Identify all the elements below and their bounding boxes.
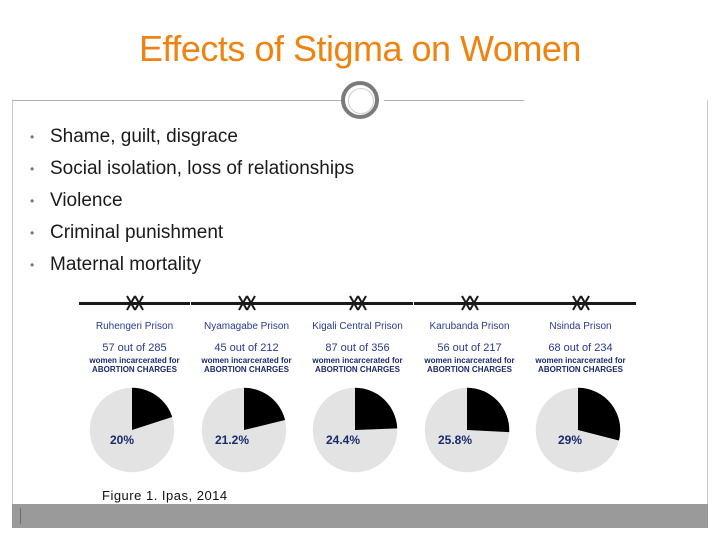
prison-caption-line1: women incarcerated for	[535, 356, 626, 365]
pie-abortion-slice	[355, 387, 398, 430]
prison-pie-figure: Ruhengeri Prison 57 out of 285 women incar…	[79, 283, 638, 497]
prison-name: Ruhengeri Prison	[95, 321, 174, 332]
pie-percent-label: 20%	[110, 433, 135, 447]
footer-tick	[20, 508, 21, 524]
barbed-wire-icon	[126, 295, 144, 311]
pie-percent-label: 24.4%	[326, 433, 361, 447]
prison-caption-line2: ABORTION CHARGES	[315, 365, 400, 374]
prison-name: Nsinda Prison	[549, 321, 612, 332]
prison-count: 57 out of 285	[102, 342, 167, 354]
prison-count: 87 out of 356	[325, 342, 390, 354]
bullet-dot-icon: •	[30, 226, 35, 240]
pie-percent-label: 29%	[558, 433, 583, 447]
bullet-dot-icon: •	[30, 130, 35, 144]
pie-abortion-slice	[467, 387, 510, 433]
bullet-list: • Shame, guilt, disgrace • Social isolatio…	[30, 122, 354, 282]
footer-bar	[12, 504, 708, 528]
barbed-wire-icon	[349, 295, 367, 311]
barbed-wire-line	[191, 302, 302, 305]
prison-caption-line1: women incarcerated for	[201, 356, 292, 365]
bullet-item: • Criminal punishment	[30, 218, 354, 250]
bullet-dot-icon: •	[30, 258, 35, 272]
prison-caption-line2: ABORTION CHARGES	[538, 365, 623, 374]
figure-caption: Figure 1. Ipas, 2014	[102, 488, 228, 503]
pie-chart	[424, 387, 510, 473]
title-divider-left	[12, 100, 342, 101]
bullet-text: Social isolation, loss of relationships	[50, 158, 355, 179]
pie-abortion-slice	[132, 387, 173, 430]
pie-chart	[312, 387, 398, 473]
prison-name: Karubanda Prison	[429, 321, 510, 332]
prison-caption-line1: women incarcerated for	[89, 356, 180, 365]
bullet-text: Shame, guilt, disgrace	[50, 126, 238, 147]
title-divider-right	[384, 100, 524, 101]
prison-name: Kigali Central Prison	[312, 321, 403, 332]
pie-chart	[89, 387, 175, 473]
prison-caption-line2: ABORTION CHARGES	[204, 365, 289, 374]
bullet-item: • Social isolation, loss of relationships	[30, 154, 354, 186]
prison-panel: Karubanda Prison 56 out of 217 women incar…	[414, 283, 525, 473]
barbed-wire-line	[79, 302, 190, 305]
prison-count: 45 out of 212	[214, 342, 279, 354]
prison-panel: Kigali Central Prison 87 out of 356 women …	[302, 283, 413, 473]
slide-title: Effects of Stigma on Women	[139, 28, 581, 69]
pie-abortion-slice	[578, 387, 621, 441]
barbed-wire-icon	[572, 295, 590, 311]
barbed-wire-icon	[461, 295, 479, 311]
bullet-item: • Maternal mortality	[30, 250, 354, 282]
barbed-wire-icon	[238, 295, 256, 311]
prison-count: 56 out of 217	[437, 342, 502, 354]
pie-chart	[201, 387, 287, 473]
prison-panel: Nyamagabe Prison 45 out of 212 women incar…	[191, 283, 302, 473]
bullet-item: • Shame, guilt, disgrace	[30, 122, 354, 154]
barbed-wire-line	[414, 302, 525, 305]
prison-count: 68 out of 234	[548, 342, 613, 354]
ring-ornament-icon	[341, 81, 379, 119]
prison-caption-line1: women incarcerated for	[424, 356, 515, 365]
prison-name: Nyamagabe Prison	[203, 321, 290, 332]
bullet-item: • Violence	[30, 186, 354, 218]
barbed-wire-line	[525, 302, 636, 305]
pie-chart	[535, 387, 621, 473]
bullet-dot-icon: •	[30, 162, 35, 176]
prison-caption-line2: ABORTION CHARGES	[427, 365, 512, 374]
pie-percent-label: 25.8%	[438, 433, 473, 447]
pie-percent-label: 21.2%	[215, 433, 250, 447]
prison-panel: Ruhengeri Prison 57 out of 285 women incar…	[79, 283, 190, 473]
pie-abortion-slice	[244, 387, 286, 430]
prison-caption-line2: ABORTION CHARGES	[92, 365, 177, 374]
barbed-wire-line	[302, 302, 413, 305]
bullet-text: Criminal punishment	[50, 222, 224, 243]
bullet-text: Violence	[50, 190, 123, 211]
prison-caption-line1: women incarcerated for	[312, 356, 403, 365]
prison-panel: Nsinda Prison 68 out of 234 women incarcer…	[525, 283, 636, 473]
bullet-dot-icon: •	[30, 194, 35, 208]
bullet-text: Maternal mortality	[50, 254, 201, 275]
